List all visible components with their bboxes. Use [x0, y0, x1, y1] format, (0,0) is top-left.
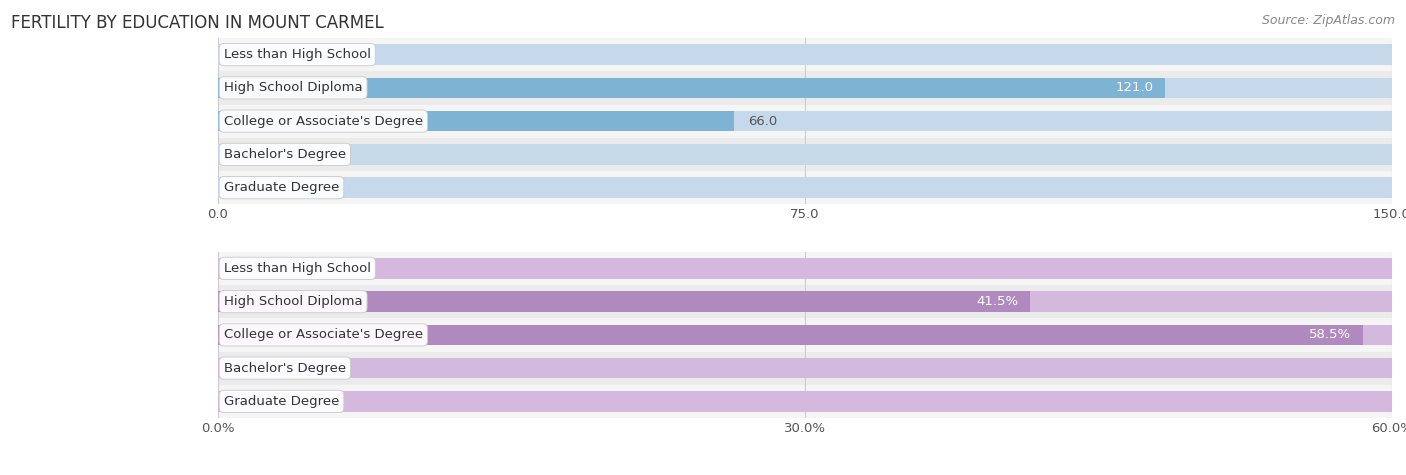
Text: 0.0: 0.0 — [232, 181, 253, 194]
Text: 0.0%: 0.0% — [232, 395, 266, 408]
Text: 66.0: 66.0 — [748, 114, 778, 128]
Bar — [218, 358, 1392, 379]
Bar — [218, 324, 1392, 345]
Text: Less than High School: Less than High School — [224, 262, 371, 275]
Text: High School Diploma: High School Diploma — [224, 81, 363, 95]
Bar — [218, 71, 1392, 104]
Text: Bachelor's Degree: Bachelor's Degree — [224, 148, 346, 161]
Text: 41.5%: 41.5% — [976, 295, 1018, 308]
Bar — [218, 44, 1392, 65]
Bar — [218, 291, 1392, 312]
Text: 121.0: 121.0 — [1115, 81, 1153, 95]
Text: College or Associate's Degree: College or Associate's Degree — [224, 328, 423, 342]
Text: Source: ZipAtlas.com: Source: ZipAtlas.com — [1261, 14, 1395, 27]
Bar — [218, 258, 1392, 279]
Text: Bachelor's Degree: Bachelor's Degree — [224, 361, 346, 375]
Bar — [218, 291, 1031, 312]
Text: 0.0: 0.0 — [232, 148, 253, 161]
Bar — [218, 144, 1392, 165]
Text: Graduate Degree: Graduate Degree — [224, 395, 339, 408]
Bar — [218, 324, 1362, 345]
Bar — [218, 171, 1392, 204]
Text: 0.0%: 0.0% — [232, 361, 266, 375]
Bar — [218, 38, 1392, 71]
Bar — [218, 77, 1166, 98]
Text: College or Associate's Degree: College or Associate's Degree — [224, 114, 423, 128]
Bar — [218, 77, 1392, 98]
Bar — [218, 318, 1392, 352]
Bar — [218, 385, 1392, 418]
Bar — [218, 111, 1392, 132]
Text: 0.0%: 0.0% — [232, 262, 266, 275]
Text: High School Diploma: High School Diploma — [224, 295, 363, 308]
Bar — [218, 252, 1392, 285]
Bar — [218, 391, 1392, 412]
Text: FERTILITY BY EDUCATION IN MOUNT CARMEL: FERTILITY BY EDUCATION IN MOUNT CARMEL — [11, 14, 384, 32]
Bar — [218, 352, 1392, 385]
Bar — [218, 104, 1392, 138]
Bar — [218, 285, 1392, 318]
Bar — [218, 177, 1392, 198]
Text: 58.5%: 58.5% — [1309, 328, 1351, 342]
Text: Graduate Degree: Graduate Degree — [224, 181, 339, 194]
Text: 0.0: 0.0 — [232, 48, 253, 61]
Text: Less than High School: Less than High School — [224, 48, 371, 61]
Bar — [218, 111, 734, 132]
Bar — [218, 138, 1392, 171]
